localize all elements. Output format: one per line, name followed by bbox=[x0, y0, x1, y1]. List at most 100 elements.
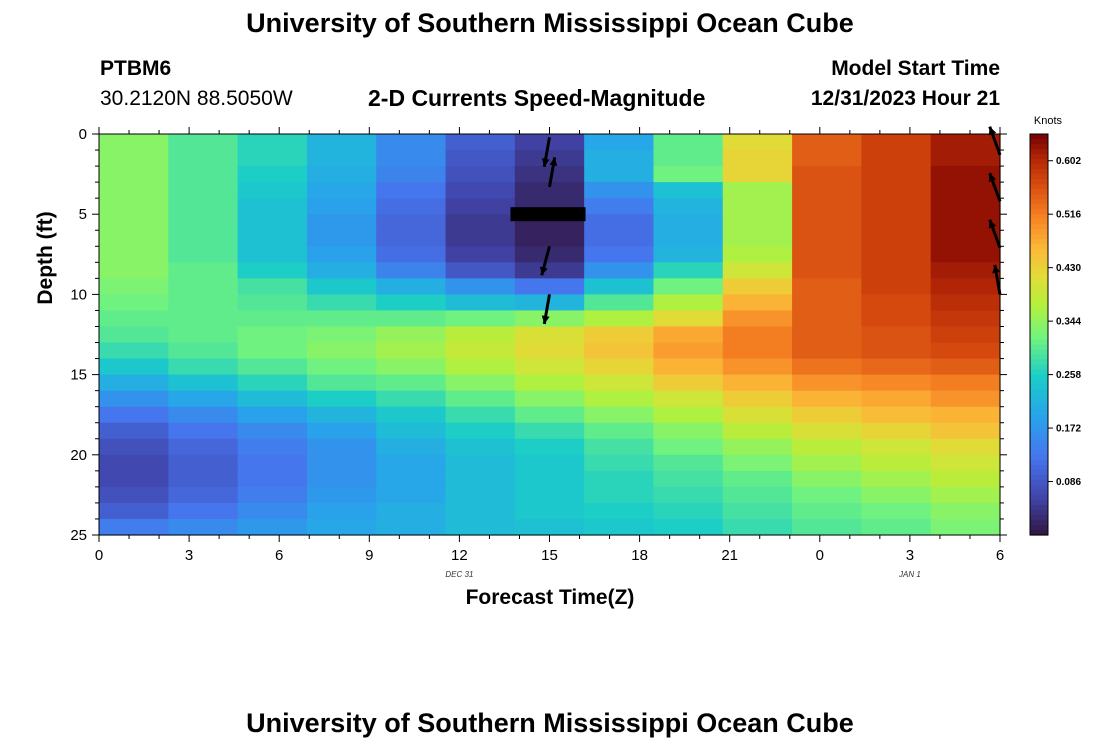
heatmap-cell bbox=[168, 246, 239, 263]
heatmap-cell bbox=[376, 310, 447, 328]
colorbar-segment bbox=[1030, 144, 1048, 150]
heatmap-cell bbox=[99, 310, 169, 328]
model-start-value: 12/31/2023 Hour 21 bbox=[810, 87, 1000, 110]
heatmap-cell bbox=[792, 518, 862, 536]
colorbar-segment bbox=[1030, 484, 1048, 491]
heatmap-cell bbox=[584, 406, 655, 424]
heatmap-cell bbox=[168, 422, 239, 440]
heatmap-cell bbox=[584, 422, 655, 440]
heatmap-cell bbox=[168, 454, 239, 472]
arrow-head bbox=[541, 315, 550, 324]
colorbar-segment bbox=[1030, 529, 1048, 536]
colorbar-segment bbox=[1030, 349, 1048, 356]
heatmap-cell bbox=[376, 406, 447, 424]
colorbar-segment bbox=[1030, 189, 1048, 195]
heatmap-cell bbox=[930, 390, 1001, 408]
heatmap-cell bbox=[514, 502, 585, 520]
heatmap-cell bbox=[792, 326, 862, 344]
heatmap-cell bbox=[168, 358, 239, 376]
date-label: JAN 1 bbox=[898, 570, 921, 579]
heatmap-cell bbox=[168, 502, 239, 520]
heatmap-cell bbox=[653, 470, 724, 488]
heatmap-cell bbox=[722, 278, 793, 295]
heatmap-cell bbox=[237, 166, 308, 183]
colorbar-tick-label: 0.344 bbox=[1056, 317, 1081, 328]
heatmap-cell bbox=[376, 470, 447, 488]
heatmap-cell bbox=[306, 150, 377, 167]
date-label: DEC 31 bbox=[445, 570, 473, 579]
heatmap-cell bbox=[99, 134, 169, 151]
heatmap-cell bbox=[722, 374, 793, 392]
heatmap-cell bbox=[237, 454, 308, 472]
heatmap-cell bbox=[168, 134, 239, 151]
heatmap-cell bbox=[722, 230, 793, 247]
arrow-head bbox=[988, 126, 997, 136]
heatmap-cell bbox=[376, 214, 447, 231]
colorbar-segment bbox=[1030, 499, 1048, 506]
heatmap-cell bbox=[237, 134, 308, 151]
heatmap-cell bbox=[514, 438, 585, 456]
colorbar-segment bbox=[1030, 514, 1048, 521]
heatmap-cell bbox=[237, 294, 308, 312]
heatmap-cell bbox=[792, 246, 862, 263]
colorbar-segment bbox=[1030, 524, 1048, 531]
colorbar-segment bbox=[1030, 389, 1048, 396]
heatmap-cell bbox=[514, 390, 585, 408]
heatmap-cell bbox=[445, 438, 516, 456]
heatmap-cell bbox=[722, 342, 793, 360]
current-arrows bbox=[539, 126, 1002, 325]
heatmap-cell bbox=[653, 358, 724, 376]
heatmap-cell bbox=[99, 438, 169, 456]
current-arrow bbox=[992, 264, 1002, 295]
x-tick-label: 3 bbox=[185, 547, 193, 564]
heatmap-cell bbox=[306, 326, 377, 344]
heatmap-cell bbox=[514, 422, 585, 440]
heatmap-cell bbox=[514, 294, 585, 312]
heatmap-cell bbox=[445, 390, 516, 408]
heatmap-cell bbox=[168, 278, 239, 295]
heatmap-cell bbox=[584, 438, 655, 456]
y-axis-label: Depth (ft) bbox=[34, 211, 57, 304]
heatmap-cell bbox=[861, 390, 932, 408]
colorbar-segment bbox=[1030, 299, 1048, 306]
heatmap-cell bbox=[514, 310, 585, 328]
heatmap-cell bbox=[99, 166, 169, 183]
heatmap-cell bbox=[306, 182, 377, 199]
colorbar-segment bbox=[1030, 269, 1048, 275]
colorbar-segment bbox=[1030, 449, 1048, 456]
heatmap-cell bbox=[514, 326, 585, 344]
heatmap-cell bbox=[514, 150, 585, 167]
heatmap-cell bbox=[514, 406, 585, 424]
chart-annotations bbox=[510, 207, 586, 222]
x-tick-label: 6 bbox=[275, 547, 283, 564]
heatmap-cell bbox=[792, 374, 862, 392]
heatmap-cell bbox=[445, 150, 516, 167]
heatmap-cell bbox=[584, 470, 655, 488]
heatmap-cell bbox=[653, 262, 724, 279]
heatmap-cell bbox=[584, 390, 655, 408]
heatmap-cell bbox=[861, 518, 932, 536]
heatmap-cell bbox=[376, 246, 447, 263]
colorbar-tick-label: 0.258 bbox=[1056, 370, 1081, 381]
heatmap-cell bbox=[930, 374, 1001, 392]
heatmap-cell bbox=[653, 390, 724, 408]
heatmap-cell bbox=[930, 406, 1001, 424]
heatmap-cell bbox=[792, 358, 862, 376]
heatmap-cell bbox=[445, 278, 516, 295]
heatmap-cell bbox=[584, 326, 655, 344]
colorbar-segment bbox=[1030, 494, 1048, 501]
station-id: PTBM6 bbox=[100, 57, 172, 80]
colorbar-segment bbox=[1030, 324, 1048, 331]
heatmap-cell bbox=[722, 166, 793, 183]
heatmap-cell bbox=[722, 470, 793, 488]
colorbar-segment bbox=[1030, 424, 1048, 431]
heatmap-cell bbox=[584, 182, 655, 199]
colorbar-segment bbox=[1030, 224, 1048, 230]
heatmap-cell bbox=[930, 198, 1001, 215]
x-tick-label: 12 bbox=[451, 547, 468, 564]
arrow-head bbox=[992, 264, 1001, 274]
heatmap-cell bbox=[237, 262, 308, 279]
heatmap-cell bbox=[168, 310, 239, 328]
heatmap-cell bbox=[445, 294, 516, 312]
heatmap-cell bbox=[792, 502, 862, 520]
